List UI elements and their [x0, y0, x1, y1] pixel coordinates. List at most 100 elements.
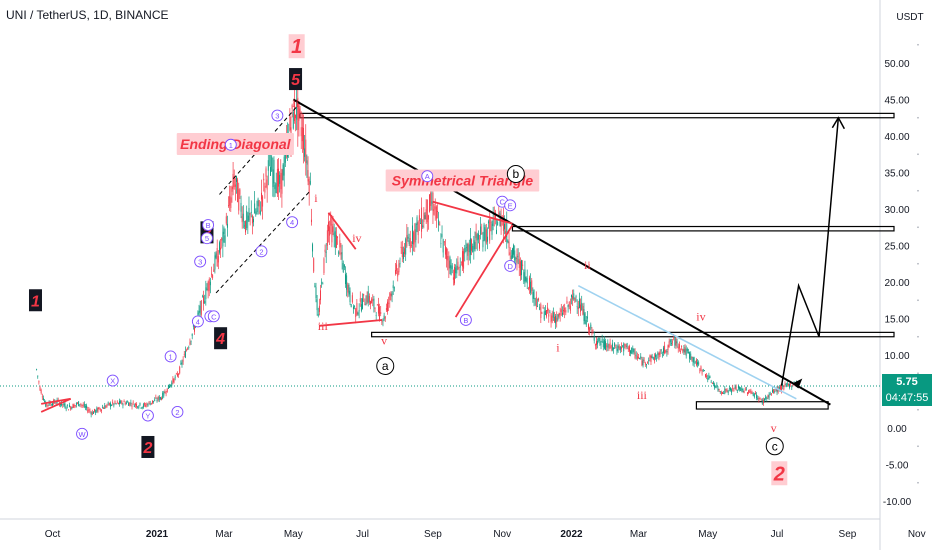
candle-2021-07-27	[391, 292, 393, 297]
y-tick-label: 45.00	[884, 96, 909, 107]
wave-label-p-2b: 2	[255, 245, 268, 258]
wave-label-bg	[141, 435, 155, 458]
candle-2022-06-21	[765, 396, 767, 399]
wave-label-r-i-1: i	[314, 191, 318, 205]
projection-arrowhead	[831, 116, 846, 130]
candle-2021-05-17	[310, 219, 312, 223]
wave-label-circle	[765, 437, 784, 456]
candle-2021-03-15	[239, 189, 241, 195]
candle-2022-05-22	[731, 389, 733, 393]
wave-label-circle	[201, 232, 213, 245]
y-tick-label: 15.00	[884, 315, 909, 326]
candle-2021-06-13	[341, 252, 343, 260]
candle-2022-03-30	[670, 343, 672, 344]
candle-2021-08-31	[431, 201, 433, 204]
wave-label-circle	[271, 109, 284, 122]
candle-2022-01-08	[578, 298, 580, 308]
x-tick-label: Sep	[839, 529, 857, 540]
candle-2021-03-28	[254, 203, 256, 214]
candle-2021-03-18	[242, 213, 244, 222]
candle-2022-05-09	[716, 384, 718, 387]
x-tick-label: 2021	[146, 529, 169, 540]
candle-2022-01-18	[590, 324, 592, 329]
candle-2021-12-15	[551, 315, 553, 322]
candle-2021-07-19	[382, 320, 384, 321]
candle-2022-05-04	[710, 381, 712, 383]
wave-label-w2: 2	[141, 435, 155, 458]
candle-2021-07-21	[384, 316, 386, 319]
candle-2021-10-05	[471, 239, 473, 251]
candle-2021-04-12	[271, 156, 273, 171]
candle-2021-02-14	[206, 288, 208, 290]
y-axis-dot	[917, 153, 919, 156]
candle-2022-02-22	[630, 350, 631, 354]
candle-2021-11-06	[507, 240, 509, 243]
candle-2020-12-08	[129, 402, 131, 406]
candle-2022-03-31	[672, 341, 674, 343]
wave-label-r-iv-2: iv	[696, 309, 705, 323]
x-tick-label: May	[284, 529, 303, 540]
candle-2022-05-05	[711, 382, 713, 385]
candle-2021-09-24	[458, 274, 460, 276]
candle-2021-02-21	[214, 255, 216, 270]
candle-2021-01-06	[162, 392, 164, 399]
wave-label-circle	[207, 310, 220, 323]
candle-2021-09-02	[433, 209, 435, 215]
candle-2021-04-20	[280, 172, 282, 190]
candle-2021-07-08	[370, 301, 371, 305]
candle-2022-02-20	[627, 347, 629, 350]
wave-label-bg	[214, 327, 228, 350]
candle-2021-05-07	[299, 108, 301, 115]
candle-2020-10-21	[74, 405, 76, 406]
candle-2022-07-06	[782, 386, 784, 387]
candle-2021-06-27	[357, 312, 359, 315]
diagonal-lower-line	[215, 190, 311, 294]
candle-2021-10-07	[473, 240, 475, 250]
wave-label-text: iii	[637, 388, 648, 402]
candle-2021-11-29	[533, 290, 535, 299]
candle-2021-10-29	[498, 212, 500, 215]
projected-path	[780, 117, 840, 386]
candle-2020-12-15	[137, 406, 139, 408]
candle-2021-04-02	[259, 210, 261, 214]
candle-2021-11-19	[522, 264, 524, 266]
candle-2021-03-04	[226, 223, 228, 228]
candle-2021-09-13	[446, 248, 448, 260]
candle-2022-06-26	[770, 393, 772, 395]
candle-2021-01-24	[182, 359, 184, 362]
candle-2022-01-27	[600, 343, 602, 346]
wave-label-circle	[376, 356, 395, 375]
candle-2021-09-25	[459, 264, 461, 268]
x-tick-label: Jul	[771, 529, 784, 540]
candle-2021-07-11	[373, 298, 375, 308]
wave-label-text: b	[513, 167, 520, 181]
candle-2022-07-13	[790, 382, 792, 385]
candle-2022-06-24	[768, 394, 770, 399]
candle-2022-01-25	[598, 337, 600, 341]
candle-2021-05-25	[320, 290, 321, 301]
candle-2022-06-27	[772, 389, 773, 393]
candle-2021-05-16	[309, 181, 311, 185]
candle-2022-05-14	[722, 392, 723, 394]
candle-2022-06-01	[742, 388, 744, 393]
candle-2022-01-13	[584, 313, 586, 324]
y-tick-label: 40.00	[884, 132, 909, 143]
candle-2021-10-13	[480, 226, 482, 235]
candle-2022-06-11	[753, 393, 755, 397]
candle-2022-01-29	[602, 341, 604, 348]
candle-2021-10-03	[468, 244, 470, 253]
y-tick-label: -5.00	[886, 461, 909, 472]
candle-2021-11-05	[506, 221, 508, 243]
candle-2021-08-30	[430, 193, 432, 206]
candle-2022-01-02	[572, 296, 574, 300]
wave-label-w5: 5	[289, 68, 303, 91]
wave-label-w1: 1	[28, 289, 42, 312]
candle-2022-06-02	[743, 390, 745, 393]
candle-2022-06-20	[764, 398, 765, 401]
candle-2021-05-26	[321, 282, 323, 284]
wave-label-r-iv-1: iv	[352, 231, 361, 245]
candle-2021-01-27	[186, 350, 187, 352]
wave-label-circle	[504, 259, 517, 272]
candle-2021-12-17	[554, 316, 555, 322]
